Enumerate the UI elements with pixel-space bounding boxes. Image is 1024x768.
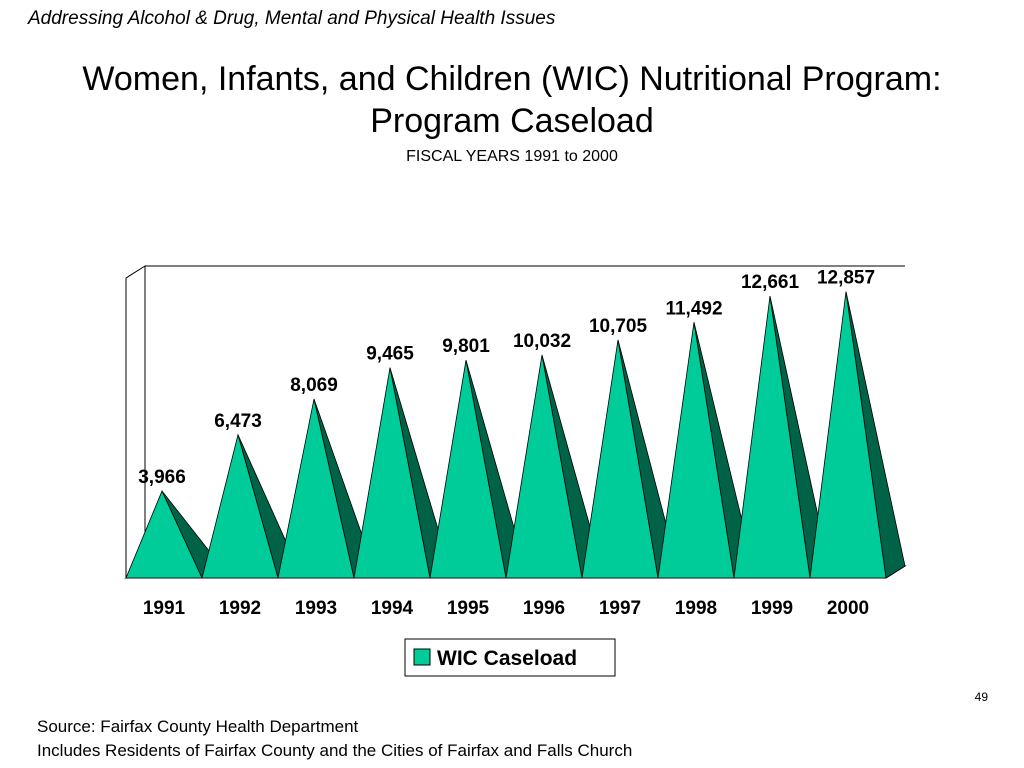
x-tick-1992: 1992 <box>219 598 261 619</box>
data-label-1995: 9,801 <box>442 336 490 357</box>
x-tick-1993: 1993 <box>295 598 337 619</box>
pyramid-front-1999 <box>733 295 811 579</box>
x-tick-1995: 1995 <box>447 598 490 619</box>
pyramid-front-1998 <box>657 322 735 579</box>
pyramid-front-1997 <box>581 339 659 579</box>
page-number: 49 <box>974 690 988 704</box>
data-label-1992: 6,473 <box>214 411 262 432</box>
legend-swatch <box>413 648 431 666</box>
chart-title-line-1: Women, Infants, and Children (WIC) Nutri… <box>82 60 942 98</box>
data-label-1991: 3,966 <box>138 467 186 488</box>
pyramid-front-1992 <box>201 433 279 579</box>
left-wall <box>125 265 146 578</box>
data-label-2000: 12,857 <box>817 268 875 289</box>
pyramid-1994 <box>353 367 450 579</box>
pyramid-1999 <box>733 295 830 579</box>
pyramid-1998 <box>657 322 754 579</box>
coverage-note: Includes Residents of Fairfax County and… <box>37 741 633 760</box>
pyramid-front-1993 <box>277 398 355 579</box>
chart-title-line-2: Program Caseload <box>370 102 654 140</box>
source-note: Source: Fairfax County Health Department <box>37 717 359 736</box>
data-labels: 3,966 6,473 8,069 9,465 9,801 10,032 10,705 11,… <box>138 268 875 488</box>
pyramid-front-1994 <box>353 367 431 579</box>
data-label-1996: 10,032 <box>513 331 571 352</box>
chart-title: Women, Infants, and Children (WIC) Nutri… <box>0 58 1024 142</box>
legend-label: WIC Caseload <box>437 647 577 670</box>
x-axis-ticks: 1991 1992 1993 1994 1995 1996 1997 1998 1999 2000 <box>143 598 869 619</box>
legend: WIC Caseload <box>404 638 616 677</box>
pyramid-front-1996 <box>505 354 583 579</box>
data-label-1997: 10,705 <box>589 316 648 337</box>
pyramid-front-1995 <box>429 360 507 579</box>
x-tick-1999: 1999 <box>751 598 793 619</box>
x-tick-1997: 1997 <box>599 598 641 619</box>
pyramid-2000 <box>809 291 906 579</box>
data-label-1994: 9,465 <box>366 344 414 365</box>
x-tick-1994: 1994 <box>371 598 414 619</box>
header-tagline: Addressing Alcohol & Drug, Mental and Ph… <box>28 8 556 29</box>
x-tick-1996: 1996 <box>523 598 565 619</box>
data-label-1999: 12,661 <box>741 272 800 293</box>
pyramid-1995 <box>429 360 526 579</box>
legend-box <box>404 638 616 677</box>
x-tick-1998: 1998 <box>675 598 717 619</box>
x-tick-2000: 2000 <box>827 598 869 619</box>
data-label-1998: 11,492 <box>665 298 722 319</box>
chart-subtitle: FISCAL YEARS 1991 to 2000 <box>406 148 618 165</box>
pyramid-front-2000 <box>809 291 887 579</box>
data-label-1993: 8,069 <box>290 375 338 396</box>
pyramid-1992 <box>201 433 298 579</box>
pyramid-front-1991 <box>125 490 203 579</box>
pyramid-1996 <box>505 354 602 579</box>
x-tick-1991: 1991 <box>143 598 186 619</box>
chart-marks <box>125 291 906 579</box>
